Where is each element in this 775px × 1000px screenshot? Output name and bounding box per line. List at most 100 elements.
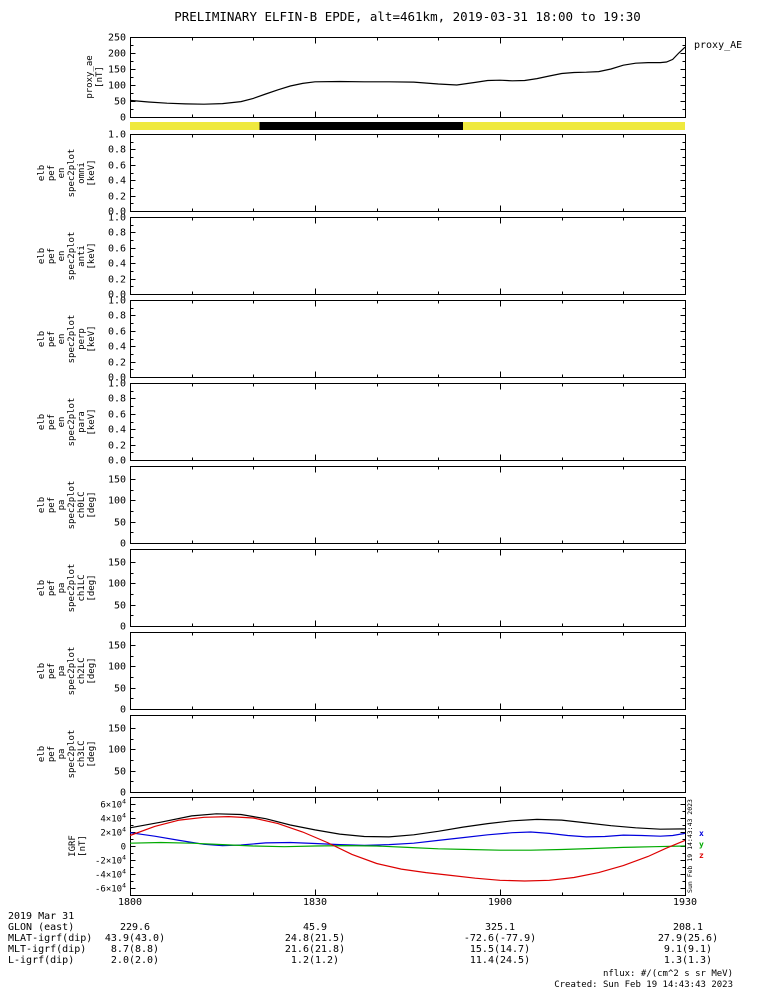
panel-frame-proxy_ae	[130, 37, 686, 118]
y-tick-label: 0.0	[108, 207, 126, 218]
ylabel-elb_pef_en_spec2plot_perp: elb pef en spec2plot perp [keV]	[37, 314, 97, 363]
y-tick-label: 0.4	[108, 259, 126, 270]
y-tick-label: 0.2	[108, 275, 126, 286]
panel-frame-elb_pef_en_spec2plot_omni	[130, 134, 686, 212]
ylabel-igrf: IGRF [nT]	[68, 835, 88, 857]
y-tick-label: 50	[114, 767, 126, 778]
eph-row-label: MLT-igrf(dip)	[8, 944, 87, 955]
y-tick-label: 2×104	[100, 826, 126, 839]
ylabel-elb_pef_pa_spec2plot_ch0LC: elb pef pa spec2plot ch0LC [deg]	[37, 480, 97, 529]
series-bx	[129, 831, 686, 847]
y-tick-label: 50	[114, 684, 126, 695]
y-tick-label: 250	[108, 33, 126, 44]
y-tick-label: 0.0	[108, 456, 126, 467]
y-tick-label: 100	[108, 496, 126, 507]
y-tick-label: 50	[114, 518, 126, 529]
ephemeris-row-mlat: MLAT-igrf(dip) 43.9(43.0) 24.8(21.5) -72…	[0, 933, 775, 945]
eph-value: 325.1	[484, 922, 516, 933]
footer: nflux: #/(cm^2 s sr MeV) Created: Sun Fe…	[554, 969, 733, 990]
y-tick-label: 0.4	[108, 425, 126, 436]
y-tick-label: 0.0	[108, 373, 126, 384]
y-tick-label: 0.8	[108, 145, 126, 156]
y-tick-label: 0.6	[108, 161, 126, 172]
eph-value: 229.6	[119, 922, 151, 933]
band-segment-1	[259, 122, 463, 130]
y-tick-label: -6×104	[95, 882, 126, 895]
y-tick-label: 150	[108, 641, 126, 652]
x-tick-label-1800: 1800	[117, 897, 143, 908]
panel-frame-elb_pef_pa_spec2plot_ch0LC	[130, 466, 686, 544]
x-tick-label-1900: 1900	[487, 897, 513, 908]
igrf-legend-z: z	[699, 851, 704, 860]
y-tick-label: 0.2	[108, 441, 126, 452]
y-tick-label: 200	[108, 49, 126, 60]
y-tick-label: 150	[108, 65, 126, 76]
panel-frame-elb_pef_en_spec2plot_anti	[130, 217, 686, 295]
series-bz	[129, 815, 686, 882]
y-tick-label: 0.8	[108, 394, 126, 405]
y-tick-label: 0	[120, 539, 126, 550]
ephemeris-row-glon: GLON (east) 229.6 45.9 325.1 208.1	[0, 922, 775, 934]
eph-row-label: L-igrf(dip)	[8, 955, 75, 966]
y-tick-label: 100	[108, 745, 126, 756]
y-tick-label: 150	[108, 475, 126, 486]
eph-value: 45.9	[302, 922, 328, 933]
eph-value: 1.2(1.2)	[290, 955, 340, 966]
side-timestamp: Sun Feb 19 14:43:43 2023	[686, 799, 694, 893]
x-tick-label-1830: 1830	[302, 897, 328, 908]
ylabel-elb_pef_pa_spec2plot_ch3LC: elb pef pa spec2plot ch3LC [deg]	[37, 729, 97, 778]
plot-title: PRELIMINARY ELFIN-B EPDE, alt=461km, 201…	[174, 9, 641, 24]
eph-value: 1.3(1.3)	[663, 955, 713, 966]
series-by	[129, 841, 686, 851]
eph-value: 2.0(2.0)	[110, 955, 160, 966]
ephemeris-date: 2019 Mar 31	[8, 911, 75, 922]
ylabel-elb_pef_pa_spec2plot_ch2LC: elb pef pa spec2plot ch2LC [deg]	[37, 646, 97, 695]
ylabel-proxy_ae: proxy_ae [nT]	[85, 55, 105, 99]
eph-value: 27.9(25.6)	[657, 933, 719, 944]
ephemeris-row-l: L-igrf(dip) 2.0(2.0) 1.2(1.2) 11.4(24.5)…	[0, 955, 775, 967]
eph-value: -72.6(-77.9)	[463, 933, 537, 944]
eph-row-label: MLAT-igrf(dip)	[8, 933, 93, 944]
y-tick-label: 150	[108, 724, 126, 735]
eph-value: 8.7(8.8)	[110, 944, 160, 955]
y-tick-label: 100	[108, 662, 126, 673]
eph-value: 24.8(21.5)	[284, 933, 346, 944]
y-tick-label: 100	[108, 579, 126, 590]
series-bt	[129, 813, 686, 838]
y-tick-label: 1.0	[108, 296, 126, 307]
y-tick-label: 0.8	[108, 228, 126, 239]
y-tick-label: 0.2	[108, 192, 126, 203]
ylabel-elb_pef_en_spec2plot_anti: elb pef en spec2plot anti [keV]	[37, 231, 97, 280]
y-tick-label: 0.2	[108, 358, 126, 369]
y-tick-label: 1.0	[108, 213, 126, 224]
y-tick-label: 50	[114, 97, 126, 108]
panel-frame-igrf	[130, 797, 686, 896]
footer-created-timestamp: Created: Sun Feb 19 14:43:43 2023	[554, 979, 733, 990]
y-tick-label: 0.4	[108, 342, 126, 353]
eph-value: 43.9(43.0)	[104, 933, 166, 944]
eph-value: 21.6(21.8)	[284, 944, 346, 955]
y-tick-label: 100	[108, 81, 126, 92]
ylabel-elb_pef_en_spec2plot_para: elb pef en spec2plot para [keV]	[37, 397, 97, 446]
ylabel-elb_pef_en_spec2plot_omni: elb pef en spec2plot omni [keV]	[37, 148, 97, 197]
footer-flux-units: nflux: #/(cm^2 s sr MeV)	[602, 969, 733, 979]
panel-frame-elb_pef_pa_spec2plot_ch2LC	[130, 632, 686, 710]
y-tick-label: 0	[120, 113, 126, 124]
y-tick-label: -2×104	[95, 854, 126, 867]
y-tick-label: -4×104	[95, 868, 126, 881]
y-tick-label: 4×104	[100, 812, 126, 825]
igrf-legend-y: y	[699, 840, 704, 849]
panel-frame-elb_pef_pa_spec2plot_ch1LC	[130, 549, 686, 627]
y-tick-label: 0.8	[108, 311, 126, 322]
y-tick-label: 0.6	[108, 410, 126, 421]
eph-value: 11.4(24.5)	[469, 955, 531, 966]
eph-value: 208.1	[672, 922, 704, 933]
y-tick-label: 6×104	[100, 798, 126, 811]
panel-frame-elb_pef_en_spec2plot_perp	[130, 300, 686, 378]
y-tick-label: 0	[120, 788, 126, 799]
y-tick-label: 50	[114, 601, 126, 612]
igrf-legend-x: x	[699, 829, 704, 838]
y-tick-label: 0.0	[108, 290, 126, 301]
y-tick-label: 150	[108, 558, 126, 569]
